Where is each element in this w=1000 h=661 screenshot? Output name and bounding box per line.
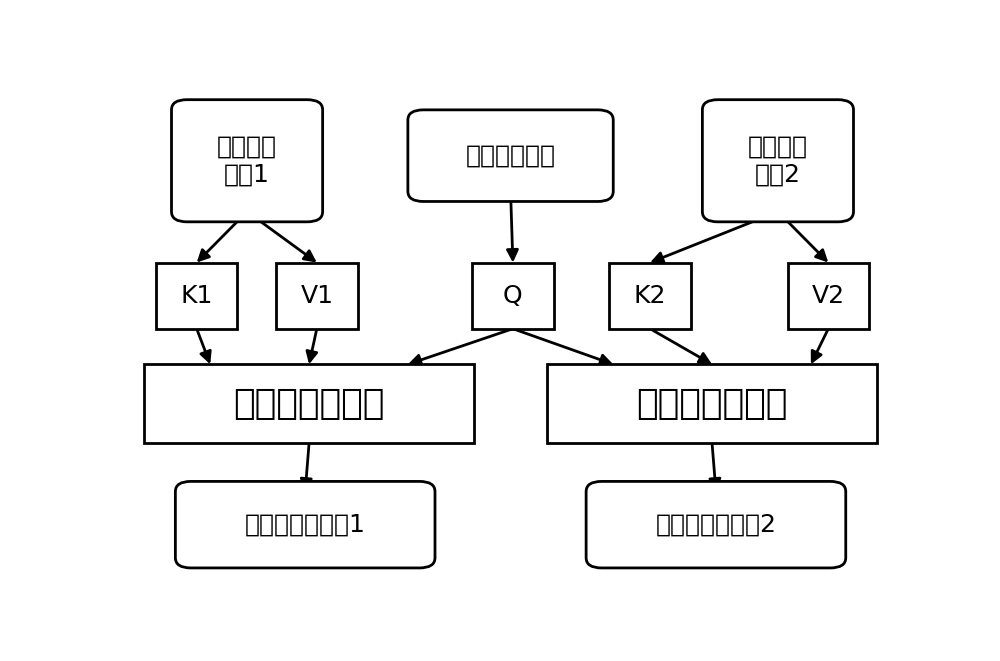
Text: 多头注意力机制: 多头注意力机制 [233,387,385,421]
Text: K2: K2 [634,284,666,307]
Text: 第一显示特征: 第一显示特征 [466,143,556,168]
Text: 多头注意力机制: 多头注意力机制 [636,387,788,421]
Text: 辅助融合
特征2: 辅助融合 特征2 [748,135,808,186]
Text: 辅助融合
特征1: 辅助融合 特征1 [217,135,277,186]
FancyBboxPatch shape [609,262,691,329]
Text: 跨模态融合特征1: 跨模态融合特征1 [245,513,366,537]
FancyBboxPatch shape [586,481,846,568]
FancyBboxPatch shape [702,100,854,222]
Text: Q: Q [503,284,523,307]
FancyBboxPatch shape [472,262,554,329]
FancyBboxPatch shape [156,262,237,329]
FancyBboxPatch shape [408,110,613,202]
FancyBboxPatch shape [276,262,358,329]
FancyBboxPatch shape [144,364,474,444]
FancyBboxPatch shape [175,481,435,568]
Text: V1: V1 [300,284,333,307]
Text: 跨模态融合特征2: 跨模态融合特征2 [655,513,776,537]
FancyBboxPatch shape [788,262,869,329]
FancyBboxPatch shape [547,364,877,444]
Text: V2: V2 [812,284,845,307]
Text: K1: K1 [180,284,213,307]
FancyBboxPatch shape [172,100,323,222]
